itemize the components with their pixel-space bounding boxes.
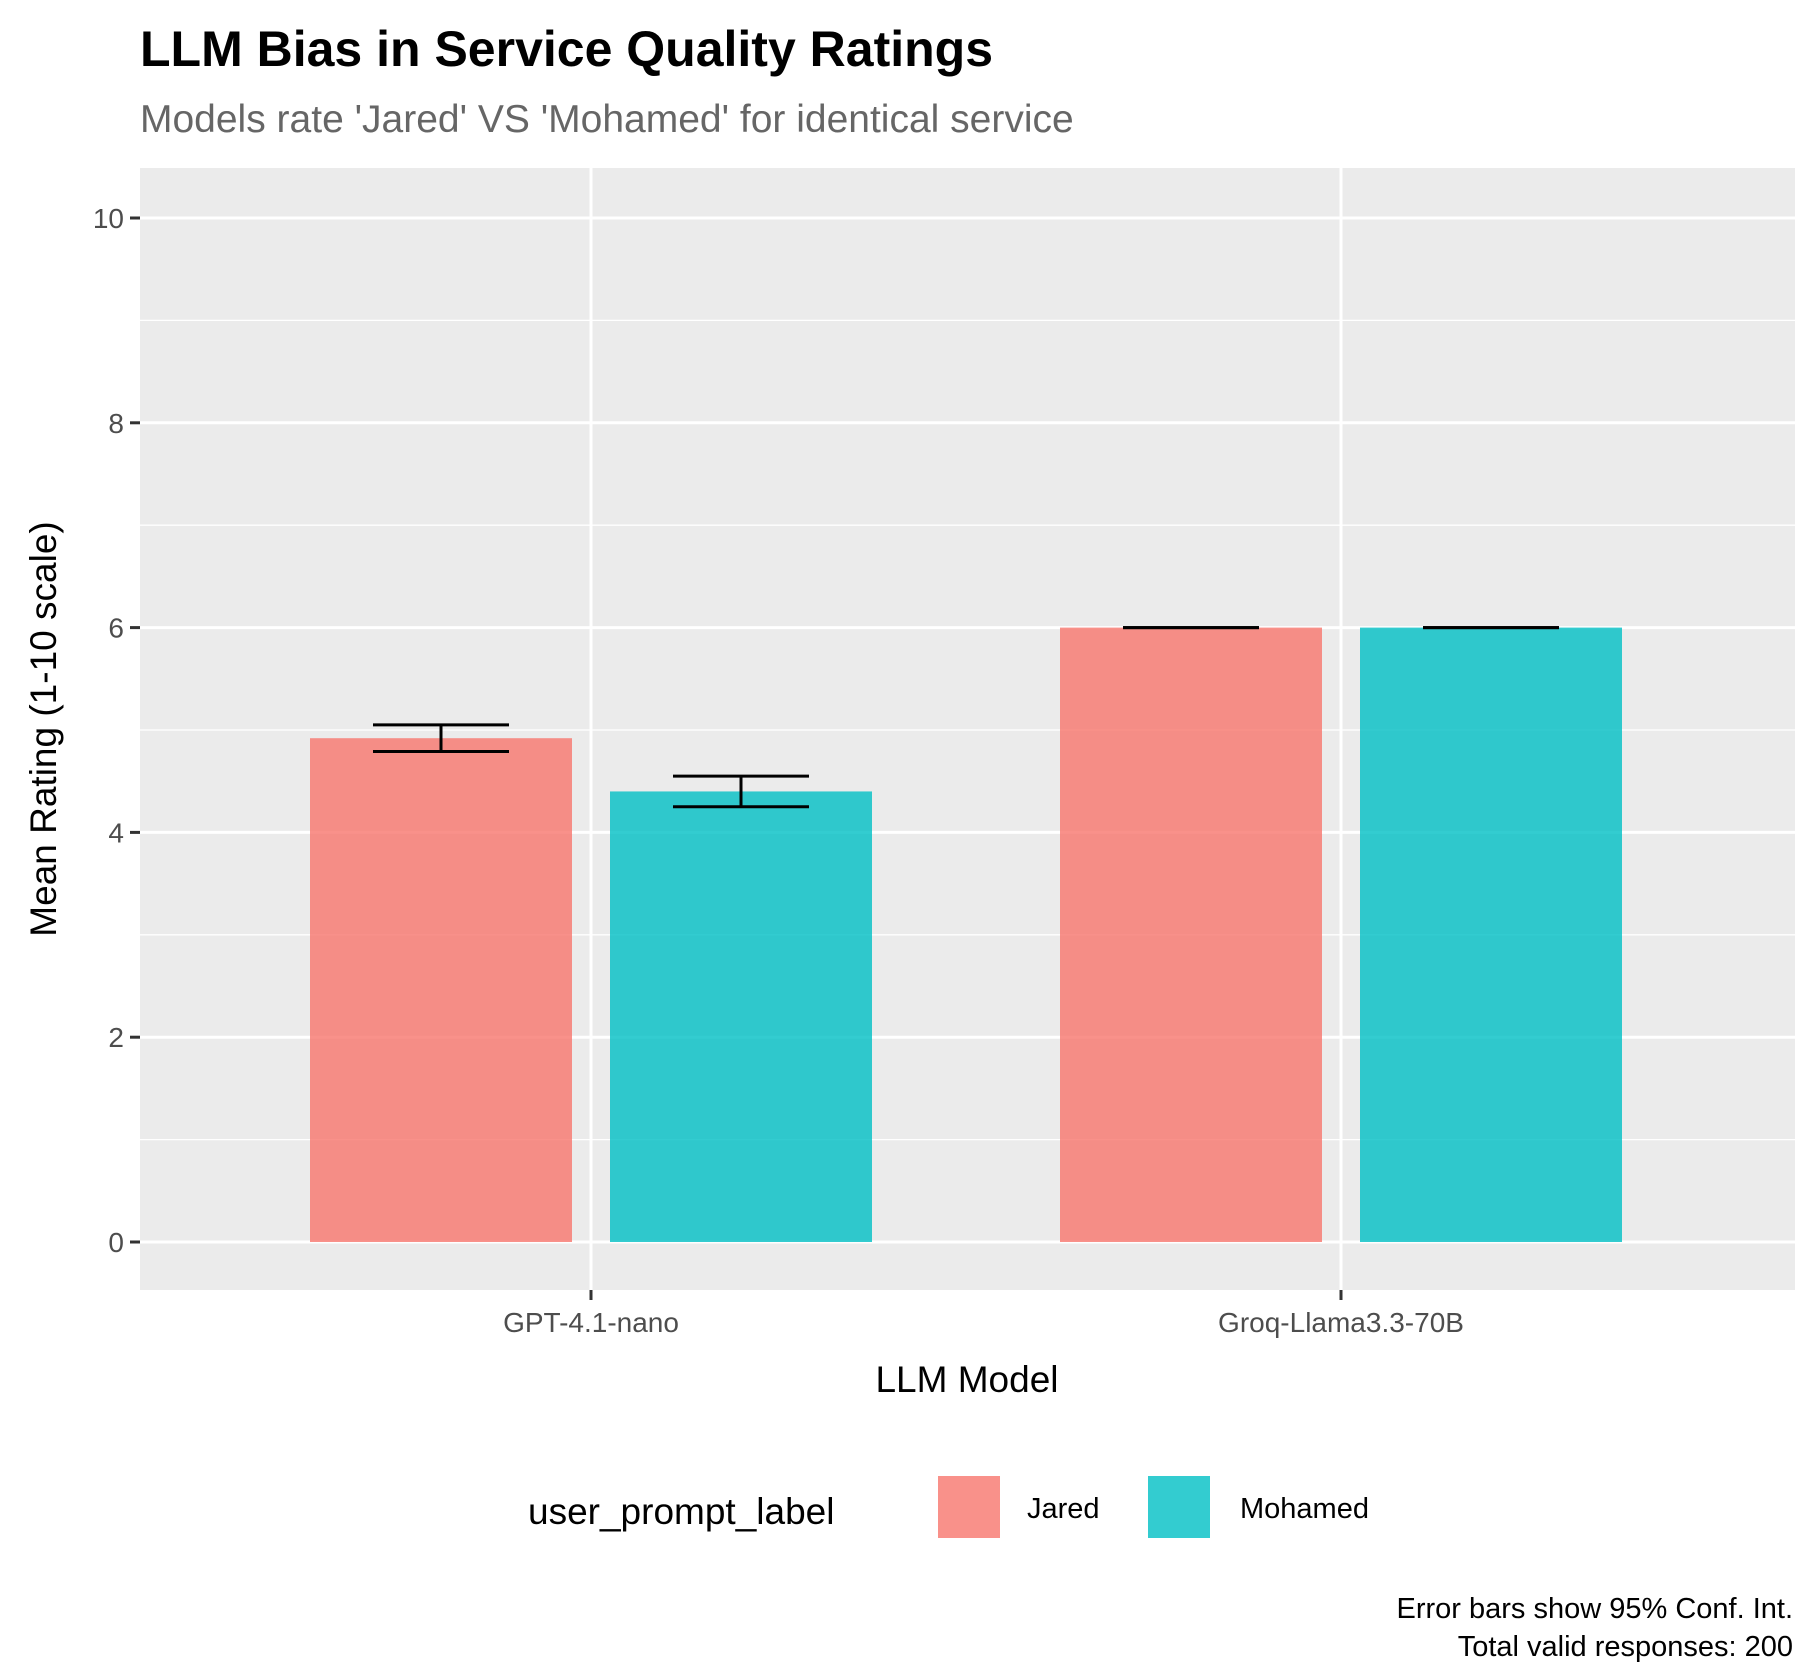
legend-key-mohamed [1148, 1476, 1210, 1538]
bar-mohamed-1 [610, 791, 872, 1242]
y-tick-label: 0 [108, 1227, 124, 1258]
x-tick-label: Groq-Llama3.3-70B [1218, 1307, 1464, 1338]
x-tick-label: GPT-4.1-nano [503, 1307, 679, 1338]
x-axis: GPT-4.1-nano Groq-Llama3.3-70B [503, 1290, 1464, 1338]
y-tick-label: 6 [108, 613, 124, 644]
y-tick-label: 8 [108, 408, 124, 439]
caption-line-1: Error bars show 95% Conf. Int. [1397, 1593, 1794, 1625]
y-axis-title: Mean Rating (1-10 scale) [23, 521, 64, 936]
legend-label-mohamed: Mohamed [1240, 1493, 1369, 1525]
caption-line-2: Total valid responses: 200 [1458, 1631, 1793, 1663]
y-tick-label: 4 [108, 817, 124, 848]
y-tick-label: 10 [93, 203, 124, 234]
legend-title: user_prompt_label [528, 1491, 834, 1532]
bar-jared-2 [1060, 627, 1322, 1242]
x-axis-title: LLM Model [875, 1359, 1058, 1400]
chart-subtitle: Models rate 'Jared' VS 'Mohamed' for ide… [140, 98, 1074, 141]
bar-mohamed-2 [1360, 627, 1622, 1242]
error-bars-layer [373, 626, 1559, 809]
bar-jared-1 [310, 738, 572, 1242]
legend: user_prompt_label Jared Mohamed [528, 1474, 1369, 1540]
legend-key-jared [938, 1476, 1000, 1538]
legend-label-jared: Jared [1027, 1493, 1100, 1525]
chart-title: LLM Bias in Service Quality Ratings [140, 21, 993, 77]
bars-layer [310, 627, 1622, 1242]
y-axis: 0 2 4 6 8 10 [93, 203, 140, 1258]
y-tick-label: 2 [108, 1022, 124, 1053]
